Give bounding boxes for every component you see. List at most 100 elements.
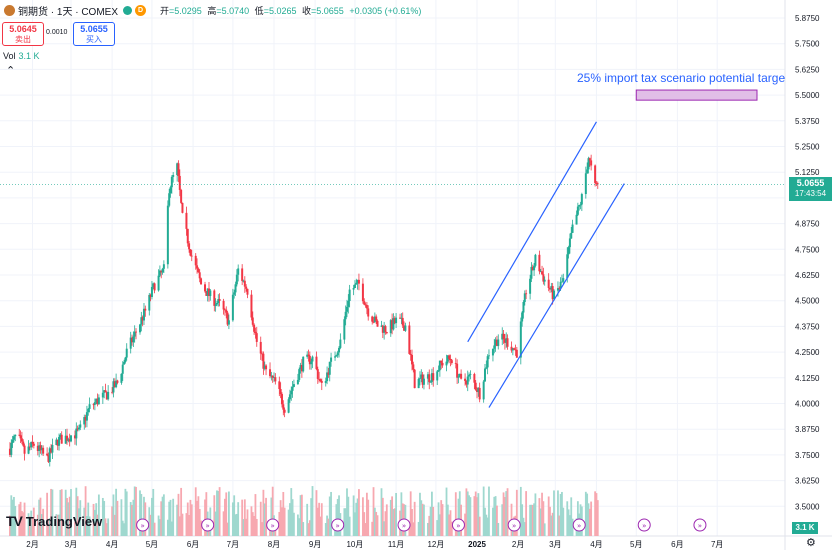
candle-body [149,294,152,298]
candle-body [380,325,383,327]
volume-bar [493,496,496,536]
volume-bar [356,498,359,536]
volume-bar [525,491,528,536]
candle-body [559,281,562,289]
delayed-data-icon[interactable]: D [135,4,147,16]
y-tick-label: 4.0000 [795,400,820,409]
event-marker-glyph: » [336,522,340,530]
volume-bar [40,514,43,536]
candle-body [551,286,554,300]
volume-bar [279,500,282,536]
volume-bar [307,523,310,536]
volume-bar [47,520,50,536]
volume-bar [375,511,378,536]
candle-body [269,369,272,377]
volume-bar [67,502,70,536]
volume-bar [596,500,599,536]
candle-body [39,445,42,451]
volume-bar [143,496,145,536]
volume-bar [318,502,321,536]
candle-body [411,354,414,365]
volume-bar [506,488,509,536]
sell-price: 5.0645 [9,24,37,34]
candle-body [185,212,188,229]
candle-body [181,202,184,213]
event-marker-icon [507,518,521,532]
volume-bar [10,495,13,536]
volume-bar [111,506,114,536]
sell-button[interactable]: 5.0645 卖出 [2,22,44,46]
volume-bar [112,494,115,536]
candle-body [412,364,415,370]
candle-body [385,332,388,334]
candle-body [292,384,295,387]
candle-body [253,324,256,332]
candle-body [144,308,147,311]
volume-bar [293,512,295,536]
candle-body [587,158,590,170]
volume-bar [131,504,133,536]
volume-bar [570,497,573,536]
target-annotation-text[interactable]: 25% import tax scenario potential targe [577,71,786,85]
event-marker-icon [637,518,651,532]
candle-body [113,381,116,388]
volume-bar [51,489,54,536]
candle-body [474,382,477,390]
y-tick-label: 3.7500 [795,451,820,460]
x-tick-label: 11月 [388,540,404,549]
volume-bar [327,518,330,536]
y-tick-label: 5.5000 [795,91,820,100]
candle-body [265,365,268,370]
candle-body [233,292,236,295]
candle-body [473,373,476,383]
candle-body [465,380,468,385]
high-value: =5.0740 [216,5,250,16]
volume-bar [103,500,106,536]
candle-body [51,445,54,453]
buy-button[interactable]: 5.0655 买入 [73,22,115,46]
candle-body [103,390,106,393]
candle-body [327,372,330,375]
candle-body [307,354,310,356]
candle-body [422,378,425,385]
candle-body [562,278,565,282]
y-tick-label: 4.5000 [795,297,820,306]
event-marker-glyph: » [512,522,516,530]
candle-body [494,339,497,346]
candle-body [235,274,238,285]
volume-bar [450,521,453,536]
candle-body [343,319,346,340]
candle-body [302,356,305,372]
candle-body [189,249,192,256]
event-marker-glyph: » [577,522,581,530]
volume-bar [464,513,466,536]
candle-body [222,300,225,310]
volume-bar [115,488,118,536]
x-tick-label: 6月 [187,540,199,549]
candle-body [225,309,228,313]
candle-body [67,439,70,441]
volume-bar [522,517,525,536]
event-marker-icon [136,518,150,532]
candle-body [372,321,375,323]
candle-body [176,163,179,175]
volume-bar [190,504,193,536]
collapse-chevron-icon[interactable]: ⌃ [6,65,16,77]
candle-body [306,354,309,357]
candle-body [318,378,321,380]
candle-body [40,447,43,451]
symbol-title[interactable]: 铜期货 · 1天 · COMEX [18,6,119,18]
volume-bar [302,522,305,536]
x-tick-label: 3月 [65,540,77,549]
candle-body [570,232,573,239]
volume-bar [344,508,347,536]
tradingview-logo[interactable]: TV TradingView [6,513,102,529]
x-tick-label: 4月 [106,540,118,549]
candle-body [30,441,33,448]
settings-gear-icon[interactable]: ⚙ [806,537,816,549]
candle-body [497,339,500,346]
candle-body [345,306,348,312]
candle-body [367,308,370,317]
volume-bar [298,518,301,536]
